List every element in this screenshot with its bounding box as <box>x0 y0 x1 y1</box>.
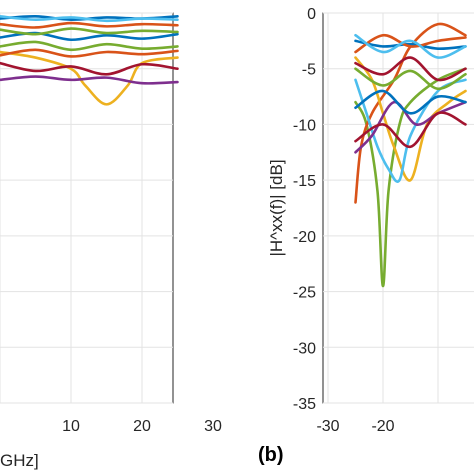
y-tick-label: 0 <box>307 6 316 23</box>
series-line-b-11 <box>354 33 467 59</box>
series-line-b-9 <box>354 67 467 91</box>
series-line-b-4 <box>354 39 467 50</box>
series-line-b-3 <box>354 78 467 183</box>
series-line-a-1 <box>0 21 179 29</box>
series-group-a <box>0 15 179 106</box>
series-line-b-5 <box>354 56 467 82</box>
series-line-a-9 <box>0 27 179 36</box>
tick-labels-b: -30 -200-5-10-15-20-25-30-35 <box>293 6 395 435</box>
x-tick-label: -30 <box>316 418 339 435</box>
series-line-a-6 <box>0 61 179 76</box>
x-tick-label: 10 <box>62 418 80 435</box>
y-tick-label: -5 <box>302 62 316 79</box>
x-axis-label-a: GHz] <box>0 451 39 470</box>
y-tick-label: -15 <box>293 173 316 190</box>
series-line-b-10 <box>354 111 467 149</box>
tick-labels-a: 10 20 30 <box>62 418 222 435</box>
x-tick-label: 20 <box>133 418 151 435</box>
x-tick-label: 30 <box>204 418 222 435</box>
y-tick-label: -10 <box>293 117 316 134</box>
series-line-a-5 <box>0 15 179 23</box>
series-line-b-8 <box>354 33 467 54</box>
series-line-b-7 <box>354 89 467 115</box>
plot-area-a <box>0 12 174 404</box>
panel-label-b: (b) <box>258 444 284 466</box>
y-tick-label: -20 <box>293 229 316 246</box>
y-axis-label-b: |H^xx(f)| [dB] <box>267 159 286 256</box>
series-line-a-4 <box>0 40 179 52</box>
y-tick-label: -30 <box>293 340 316 357</box>
x-tick-label: -20 <box>371 418 394 435</box>
chart-panel-a: 10 20 30 GHz] <box>0 12 222 470</box>
series-line-a-3 <box>0 75 179 85</box>
y-tick-label: -25 <box>293 285 316 302</box>
y-tick-label: -35 <box>293 396 316 413</box>
series-group-b <box>354 22 467 288</box>
chart-panel-b: -30 -200-5-10-15-20-25-30-35 |H^xx(f)| [d… <box>258 6 474 466</box>
series-line-b-0 <box>354 67 467 288</box>
series-line-a-8 <box>0 48 179 58</box>
grid-b <box>323 12 474 404</box>
